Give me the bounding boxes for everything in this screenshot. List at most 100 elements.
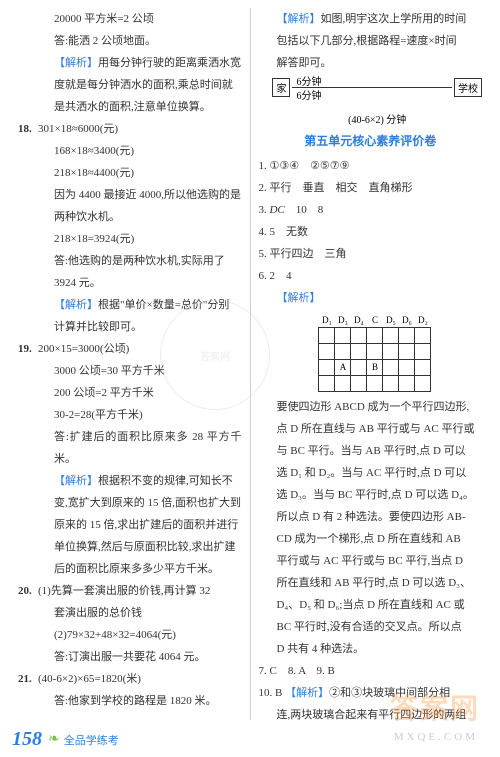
a10-num: 10. B (258, 687, 285, 699)
qnum: 19. (18, 338, 38, 360)
analysis-label: 【解析】 (276, 13, 320, 25)
text-line: 平行或与 AC 平行或与 BC 平行,当点 D (258, 550, 482, 572)
hdr-cell: D₆ (399, 313, 415, 327)
qnum: 18. (18, 118, 38, 140)
text-line: 是共洒水的面积,注意单位换算。 (18, 96, 242, 118)
analysis-label: 【解析】 (285, 687, 329, 699)
cell-B: B (367, 359, 383, 375)
text-line: 要使四边形 ABCD 成为一个平行四边形, (258, 396, 482, 418)
watermark-sub: MXQE.COM (394, 731, 478, 743)
answer-line: 5. 平行四边 三角 (258, 243, 482, 265)
text-line: 套演出服的总价钱 (18, 602, 242, 624)
text: 根据积不变的规律,可知长不 (98, 475, 233, 487)
text-line: (2)79×32+48×32=4064(元) (18, 624, 242, 646)
text-line: D₄、D₅ 和 D₆;当点 D 所在直线和 AC 或 (258, 594, 482, 616)
answer-line: 6. 2 4 (258, 265, 482, 287)
q21: 21.(40-6×2)×65=1820(米) (18, 668, 242, 690)
a3-pre: 3. (258, 204, 269, 216)
hdr-cell: D₂ (415, 313, 431, 327)
text-line: 218×18=3924(元) (18, 228, 242, 250)
grid-diagram: D₁ D₃ D₄ C D₅ D₆ D₂ AB (318, 313, 482, 392)
text-line: 选 D₁ 和 D₂。当与 AC 平行时,点 D 可以 (258, 462, 482, 484)
analysis-label: 【解析】 (276, 292, 320, 304)
grid-table: D₁ D₃ D₄ C D₅ D₆ D₂ AB (318, 313, 431, 392)
text-line: D 共有 4 种选法。 (258, 638, 482, 660)
text-line: 变,宽扩大到原来的 15 倍,面积也扩大到 (18, 492, 242, 514)
hdr-cell: D₃ (335, 313, 351, 327)
text-line: 所在直线和 AB 平行时,点 D 可以选 D₃、 (258, 572, 482, 594)
text-line: 3924 元。 (18, 272, 242, 294)
route-arrow: 6分钟 6分钟 (292, 87, 452, 88)
hdr-cell: D₄ (351, 313, 367, 327)
answer-line: 7. C 8. A 9. B (258, 660, 482, 682)
text-line: 答:订演出服一共要花 4064 元。 (18, 646, 242, 668)
text-line: 所以点 D 有 2 种选法。要使四边形 AB- (258, 506, 482, 528)
grid-header: D₁ D₃ D₄ C D₅ D₆ D₂ (319, 313, 431, 327)
leaf-icon: ❧ (48, 731, 60, 748)
q20: 20.(1)先算一套演出服的价钱,再计算 32 (18, 580, 242, 602)
text-line: 后的面积比原来多多少平方千米。 (18, 558, 242, 580)
text-line: 选 D₃。当与 BC 平行时,点 D 可以选 D₄。 (258, 484, 482, 506)
text-line: 解答即可。 (258, 52, 482, 74)
text-line: 单位换算,然后与原面积比较,求出扩建 (18, 536, 242, 558)
text-line: 原来的 15 倍,求出扩建后的面积并进行 (18, 514, 242, 536)
text-line: 20000 平方米=2 公顷 (18, 8, 242, 30)
text-line: 答:能洒 2 公顷地面。 (18, 30, 242, 52)
answer-line: 2. 平行 垂直 相交 直角梯形 (258, 177, 482, 199)
a3-dc: DC (269, 204, 284, 216)
text-line: 200 公顷=2 平方千米 (18, 382, 242, 404)
text-line: 【解析】用每分钟行驶的距离乘洒水宽 (18, 52, 242, 74)
hdr-cell: D₁ (319, 313, 335, 327)
cell-A: A (335, 359, 351, 375)
school-box: 学校 (454, 78, 482, 97)
hdr-cell: C (367, 313, 383, 327)
text: 用每分钟行驶的距离乘洒水宽 (98, 57, 241, 69)
section-title: 第五单元核心素养评价卷 (258, 132, 482, 149)
analysis-label: 【解析】 (54, 475, 98, 487)
text-line: 因为 4400 最接近 4000,所以他选购的是 (18, 184, 242, 206)
answer-line: 3. DC 10 8 (258, 199, 482, 221)
text-line: 答:扩建后的面积比原来多 28 平方千米。 (18, 426, 242, 470)
text: 根据"单价×数量=总价"分别 (98, 299, 229, 311)
route-duration: (40-6×2) 分钟 (272, 111, 482, 126)
text: 如图,明宇这次上学所用的时间 (320, 13, 466, 25)
text-line: 计算并比较即可。 (18, 316, 242, 338)
text: 301×18≈6000(元) (38, 123, 118, 135)
qnum: 21. (18, 668, 38, 690)
text-line: 218×18≈4400(元) (18, 162, 242, 184)
label-6min-bottom: 6分钟 (296, 87, 321, 102)
right-column: 【解析】如图,明宇这次上学所用的时间 包括以下几部分,根据路程=速度×时间 解答… (252, 8, 488, 720)
answer-line: 4. 5 无数 (258, 221, 482, 243)
text-line: CD 成为一个梯形,点 D 所在直线和 AB (258, 528, 482, 550)
text-line: 点 D 所在直线与 AB 平行或与 AC 平行或 (258, 418, 482, 440)
text-line: 3000 公顷=30 平方千米 (18, 360, 242, 382)
analysis-line: 【解析】 (258, 287, 482, 309)
analysis-label: 【解析】 (54, 299, 98, 311)
text-line: 【解析】如图,明宇这次上学所用的时间 (258, 8, 482, 30)
text-line: 答:他家到学校的路程是 1820 米。 (18, 690, 242, 712)
footer-text: 全品学练考 (64, 732, 119, 748)
text-line: 与 BC 平行。当与 AB 平行时,点 D 可以 (258, 440, 482, 462)
text-line: 【解析】根据"单价×数量=总价"分别 (18, 294, 242, 316)
hdr-cell: D₅ (383, 313, 399, 327)
q18: 18.301×18≈6000(元) (18, 118, 242, 140)
text-line: 包括以下几部分,根据路程=速度×时间 (258, 30, 482, 52)
text-line: 度就是每分钟洒水的面积,乘总时间就 (18, 74, 242, 96)
text: (1)先算一套演出服的价钱,再计算 32 (38, 585, 210, 597)
a3-rest: 10 8 (285, 204, 324, 216)
text-line: 答:他选购的是两种饮水机,实际用了 (18, 250, 242, 272)
route-diagram: 家 6分钟 6分钟 学校 (40-6×2) 分钟 (272, 78, 482, 126)
text-line: 30-2=28(平方千米) (18, 404, 242, 426)
page-number: 158 (12, 728, 42, 751)
home-box: 家 (272, 78, 290, 97)
left-column: 20000 平方米=2 公顷 答:能洒 2 公顷地面。 【解析】用每分钟行驶的距… (12, 8, 248, 720)
text: 200×15=3000(公顷) (38, 343, 129, 355)
analysis-label: 【解析】 (54, 57, 98, 69)
text-line: BC 平行时,没有合适的交叉点。所以点 (258, 616, 482, 638)
text-line: 两种饮水机。 (18, 206, 242, 228)
text-line: 168×18≈3400(元) (18, 140, 242, 162)
answer-line: 1. ①③④ ②⑤⑦⑨ (258, 155, 482, 177)
text-line: 【解析】根据积不变的规律,可知长不 (18, 470, 242, 492)
text: (40-6×2)×65=1820(米) (38, 673, 141, 685)
label-6min-top: 6分钟 (296, 73, 321, 88)
